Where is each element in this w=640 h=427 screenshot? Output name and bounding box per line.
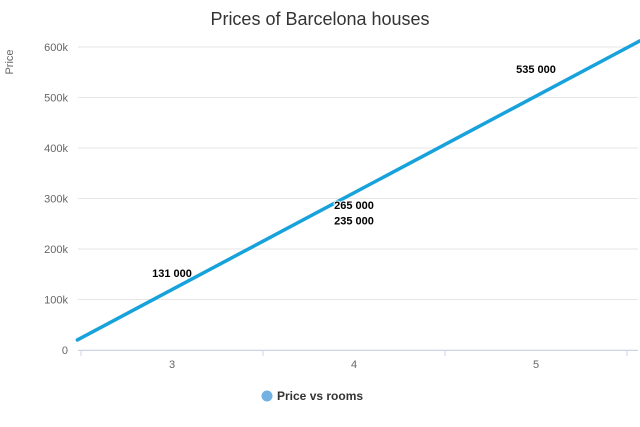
y-axis-labels: 0 100k 200k 300k 400k 500k 600k [44,42,68,357]
x-axis [78,350,638,356]
point-data-label: 235 000 [334,215,374,227]
data-labels: 131 000 265 000 235 000 535 000 [151,63,557,281]
y-axis-title: Price [4,49,16,74]
gridlines [78,46,638,351]
x-axis-labels: 3 4 5 [169,359,539,371]
price-trend-series[interactable] [75,39,640,342]
y-axis-tick-label: 200k [44,244,68,256]
point-data-label: 131 000 [152,268,192,280]
legend-marker-icon [261,390,273,402]
x-axis-tick-label: 5 [533,359,539,371]
y-axis-tick-label: 0 [62,345,68,357]
y-axis-tick-label: 400k [44,143,68,155]
point-data-label: 535 000 [516,64,556,76]
y-axis-tick-label: 600k [44,42,68,54]
x-axis-tick-label: 4 [351,359,357,371]
point-data-label: 265 000 [334,200,374,212]
trend-line-path[interactable] [75,39,640,342]
y-axis-tick-label: 500k [44,93,68,105]
x-axis-tick-label: 3 [169,359,175,371]
chart-title: Prices of Barcelona houses [210,9,429,29]
y-axis-tick-label: 100k [44,295,68,307]
legend-label: Price vs rooms [277,389,363,403]
legend-item[interactable]: Price vs rooms [261,389,364,403]
y-axis-tick-label: 300k [44,194,68,206]
